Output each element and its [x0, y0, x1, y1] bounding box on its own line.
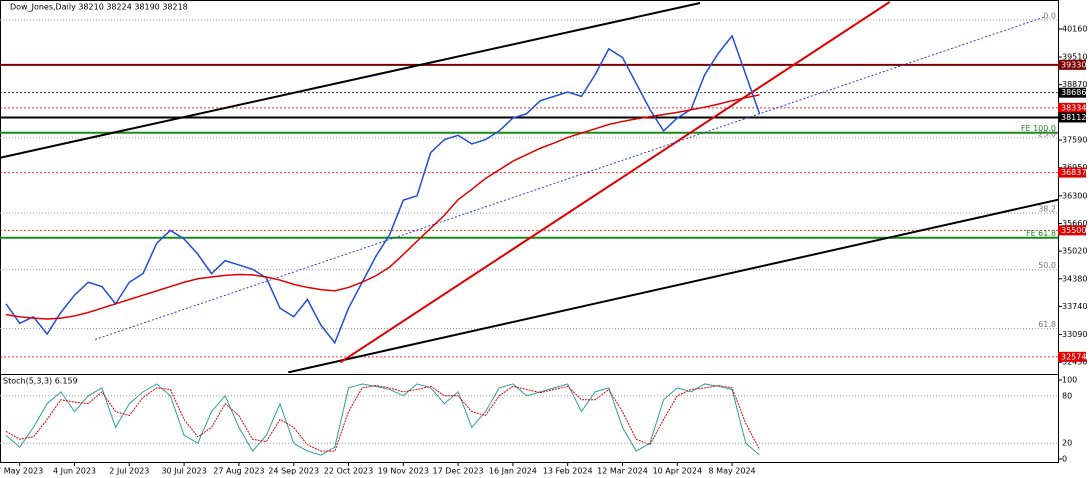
x-tick-label: 10 Apr 2024 [653, 467, 702, 476]
y-tick-label: 36300 [1062, 191, 1087, 200]
price-tag-label: 36837 [1061, 168, 1086, 177]
y-tick-label: 32450 [1062, 358, 1087, 367]
price-tag-label: 35500 [1061, 226, 1086, 235]
series-line [5, 94, 760, 320]
x-tick-label: 17 Dec 2023 [433, 467, 484, 476]
fib-label: 0.0 [1043, 11, 1056, 20]
price-tag [1058, 87, 1086, 98]
y-tick-label: 39510 [1062, 53, 1087, 62]
x-tick-label: 4 Jun 2023 [53, 467, 96, 476]
x-tick-label: 2 Jul 2023 [109, 467, 149, 476]
stoch-title: Stoch(5,3,3) 6.159 [3, 377, 78, 386]
x-tick-label: 22 Oct 2023 [324, 467, 373, 476]
trendline [288, 198, 1058, 373]
y-tick-label: 35660 [1062, 219, 1087, 228]
y-tick-label: 33090 [1062, 330, 1087, 339]
x-tick-label: 30 Jul 2023 [161, 467, 206, 476]
y-tick-label: 37590 [1062, 136, 1087, 145]
frame [0, 0, 1059, 463]
y-tick-label: 100 [1062, 376, 1077, 385]
y-tick-label: 35020 [1062, 247, 1087, 256]
y-tick-label: 40160 [1062, 24, 1087, 33]
y-tick-label: 38870 [1062, 80, 1087, 89]
header: Dow_Jones,Daily 38210 38224 38190 38218 [10, 3, 188, 12]
price-tag [1058, 167, 1086, 178]
x-tick-label: 19 Nov 2023 [378, 467, 429, 476]
price-tag-label: 39330 [1061, 60, 1086, 69]
y-tick-label: 20 [1062, 439, 1072, 448]
x-tick-label: 16 Jan 2024 [489, 467, 537, 476]
price-tag [1058, 59, 1086, 70]
price-tag [1058, 225, 1086, 236]
x-tick-label: 12 Mar 2024 [597, 467, 648, 476]
price-tag [1058, 102, 1086, 113]
x-tick-label: 27 Aug 2023 [213, 467, 264, 476]
price-tag [1058, 112, 1086, 123]
trendline [94, 16, 1045, 340]
x-tick-label: 8 May 2024 [709, 467, 756, 476]
fe-label: FE 61.8 [1026, 229, 1056, 238]
fib-label: 61.8 [1038, 320, 1056, 329]
x-tick-label: 7 May 2023 [0, 467, 43, 476]
price-tag [1058, 351, 1086, 362]
fib-label: 38.2 [1038, 205, 1056, 214]
fe-label: FE 100.0 [1021, 124, 1056, 133]
series-line [5, 385, 760, 452]
price-tag-label: 32574 [1061, 352, 1086, 361]
trendline [339, 1, 891, 364]
y-tick-label: 0 [1062, 455, 1067, 464]
price-tag-label: 38686 [1061, 88, 1086, 97]
series-line [5, 34, 761, 345]
fib-label: 50.0 [1038, 261, 1056, 270]
x-tick-label: 13 Feb 2024 [543, 467, 593, 476]
y-tick-label: 34380 [1062, 274, 1087, 283]
fib-label: 23.6 [1038, 129, 1056, 138]
series-line [5, 383, 760, 456]
y-tick-label: 33740 [1062, 302, 1087, 311]
price-tag-label: 38334 [1061, 103, 1086, 112]
y-tick-label: 80 [1062, 391, 1072, 400]
price-tag-label: 38112 [1061, 113, 1086, 122]
x-tick-label: 24 Sep 2023 [268, 467, 319, 476]
trendline [0, 2, 701, 159]
